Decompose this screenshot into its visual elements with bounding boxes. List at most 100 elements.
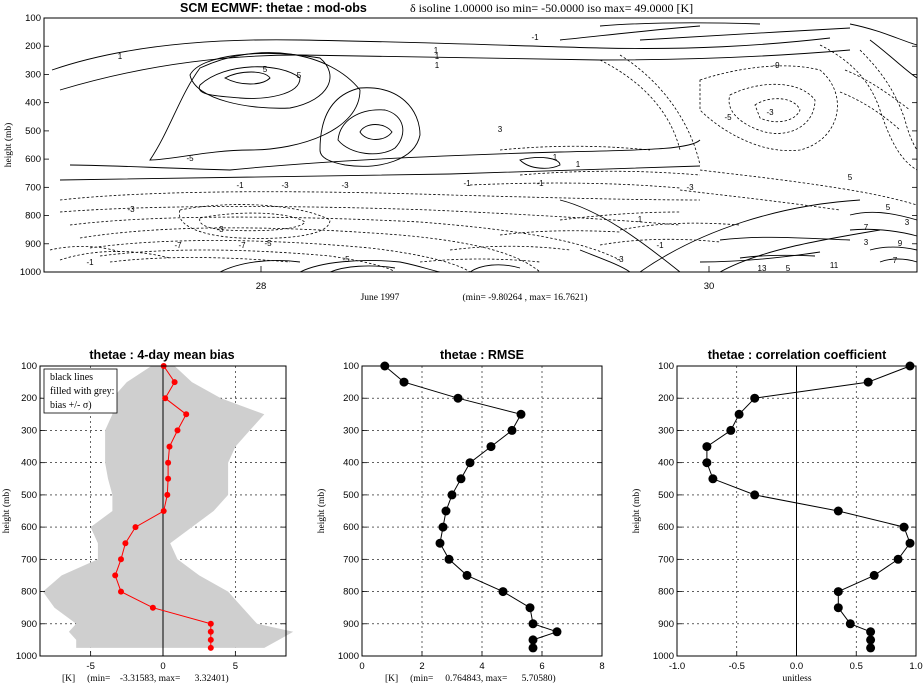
data-point xyxy=(149,604,156,611)
contour-label: 1 xyxy=(638,215,643,224)
contour-line-negative xyxy=(839,91,901,131)
contour-x-axis-label: June 1997 xyxy=(361,293,400,303)
bias-y-ticks: 100 200 300 400 500 600 700 800 900 1000 xyxy=(16,361,286,662)
contour-line-positive xyxy=(359,124,393,140)
rmse-title: thetae : RMSE xyxy=(440,348,524,362)
x-tick-label: -5 xyxy=(86,661,94,672)
data-point xyxy=(112,572,119,579)
contour-frame xyxy=(43,17,918,273)
x-tick-label: 8 xyxy=(599,661,604,672)
contour-y-tick-label: 300 xyxy=(25,69,41,80)
data-point xyxy=(118,588,124,595)
contour-line-negative xyxy=(819,44,918,171)
corr-x-ticks: -1.0 -0.5 0.0 0.5 1.0 xyxy=(669,651,923,672)
contour-line-positive xyxy=(559,25,701,41)
contour-line-positive xyxy=(319,87,421,167)
data-point xyxy=(207,636,214,643)
data-point xyxy=(441,506,451,516)
contour-line-positive xyxy=(69,139,701,171)
contour-label: -3 xyxy=(616,255,624,264)
data-point xyxy=(516,409,526,419)
contour-line-negative xyxy=(199,212,306,232)
data-point xyxy=(528,619,538,629)
rmse-x-ticks: 0 2 4 6 8 xyxy=(359,651,605,672)
contour-line-positive xyxy=(869,246,918,251)
contour-label: 5 xyxy=(786,264,791,273)
rmse-y-ticks: 100 200 300 400 500 600 700 800 900 1000 xyxy=(338,361,602,662)
y-tick-label: 100 xyxy=(343,361,359,372)
corr-series-line xyxy=(706,365,911,648)
x-tick-label: -0.5 xyxy=(729,661,745,672)
data-point xyxy=(507,425,517,435)
x-tick-label: 4 xyxy=(479,661,484,672)
data-point xyxy=(207,628,214,635)
contour-label: -5 xyxy=(342,255,350,264)
contour-line-negative xyxy=(99,249,396,273)
contour-label: -1 xyxy=(536,179,544,188)
rmse-stats-line: [K] (min= 0.764843, max= 5.70580) xyxy=(385,673,556,684)
contour-line-positive xyxy=(639,27,851,41)
bias-stats-line: [K] (min= -3.31583, max= 3.32401) xyxy=(62,673,229,684)
corr-y-ticks: 100 200 300 400 500 600 700 800 900 1000 xyxy=(653,361,916,662)
y-tick-label: 300 xyxy=(21,425,37,436)
bias-panel: thetae : 4-day mean bias 100 200 300 400 500… xyxy=(1,348,294,684)
contour-line-positive xyxy=(198,66,301,99)
contour-label: -1 xyxy=(656,241,664,250)
contour-label: -1 xyxy=(86,258,94,267)
data-point xyxy=(132,524,139,531)
contour-y-tick-label: 600 xyxy=(25,154,41,165)
data-point xyxy=(435,538,445,548)
data-point xyxy=(833,603,843,613)
contour-label: -3 xyxy=(127,205,135,214)
data-point xyxy=(833,506,843,516)
y-tick-label: 400 xyxy=(343,458,359,469)
data-point xyxy=(465,458,475,468)
data-point xyxy=(122,540,129,547)
contour-line-negative xyxy=(559,211,681,221)
contour-y-axis-label: height (mb) xyxy=(3,123,14,168)
contour-line-positive xyxy=(189,53,331,109)
contour-line-negative xyxy=(109,257,291,263)
data-point xyxy=(750,490,760,500)
corr-panel: thetae : correlation coefficient 100 200 3… xyxy=(631,348,923,684)
contour-label: 3 xyxy=(905,218,910,227)
data-point xyxy=(160,508,167,514)
contour-line-negative xyxy=(59,206,681,226)
contour-line-positive xyxy=(519,157,561,169)
contour-line-negative xyxy=(79,227,541,273)
contour-line-positive xyxy=(599,22,761,27)
data-point xyxy=(162,395,169,402)
contour-line-positive xyxy=(869,39,918,79)
contour-line-positive xyxy=(739,254,816,259)
contour-label: 3 xyxy=(498,125,503,134)
contour-line-positive xyxy=(219,260,301,273)
data-point xyxy=(447,490,457,500)
contour-label: -3 xyxy=(686,183,694,192)
contour-line-negative xyxy=(89,240,471,273)
contour-line-positive xyxy=(337,109,404,155)
y-tick-label: 900 xyxy=(343,619,359,630)
rmse-points xyxy=(380,361,562,653)
contour-line-negative xyxy=(59,251,171,261)
data-point xyxy=(438,522,448,532)
contour-x-tick-28: 28 xyxy=(256,281,267,292)
y-tick-label: 300 xyxy=(343,425,359,436)
contour-label: 7 xyxy=(893,256,898,265)
contour-label: -5 xyxy=(186,154,194,163)
data-point xyxy=(899,522,909,532)
contour-y-tick-label: 200 xyxy=(25,41,41,52)
contour-line-positive xyxy=(699,251,821,263)
y-tick-label: 700 xyxy=(658,554,674,565)
data-point xyxy=(734,409,744,419)
x-tick-label: 0 xyxy=(359,661,364,672)
x-tick-label: -1.0 xyxy=(669,661,685,672)
y-tick-label: 800 xyxy=(343,587,359,598)
y-tick-label: 1000 xyxy=(16,651,37,662)
data-point xyxy=(171,379,178,386)
contour-line-negative xyxy=(699,65,838,152)
data-point xyxy=(164,491,171,498)
y-tick-label: 200 xyxy=(658,393,674,404)
contour-title: SCM ECMWF: thetae : mod-obs xyxy=(180,1,367,15)
rmse-y-axis-label: height (mb) xyxy=(316,489,327,534)
data-point xyxy=(207,644,214,651)
